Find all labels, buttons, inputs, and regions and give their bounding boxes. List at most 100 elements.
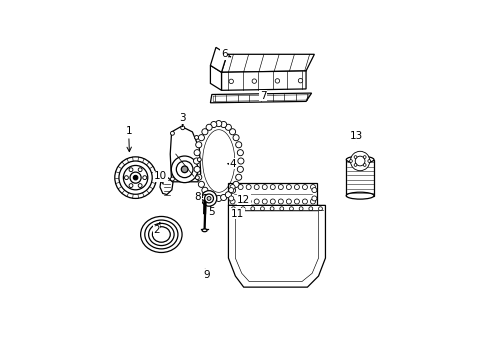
Circle shape — [204, 194, 213, 203]
Circle shape — [193, 158, 199, 164]
Circle shape — [123, 166, 147, 190]
Circle shape — [298, 78, 302, 83]
Circle shape — [195, 142, 202, 148]
Text: 3: 3 — [179, 113, 185, 126]
Circle shape — [205, 192, 212, 198]
Circle shape — [228, 196, 233, 201]
Circle shape — [181, 166, 187, 173]
Text: 2: 2 — [153, 222, 160, 235]
Circle shape — [133, 175, 138, 180]
Circle shape — [310, 185, 315, 190]
Circle shape — [318, 207, 322, 211]
Circle shape — [171, 156, 198, 183]
Circle shape — [254, 185, 259, 190]
Text: 7: 7 — [259, 90, 266, 101]
Circle shape — [270, 185, 275, 190]
Circle shape — [119, 161, 152, 194]
Circle shape — [289, 207, 293, 211]
Circle shape — [230, 185, 235, 190]
Circle shape — [194, 150, 200, 156]
Circle shape — [310, 199, 315, 204]
Circle shape — [129, 184, 133, 188]
Circle shape — [233, 135, 239, 141]
Circle shape — [353, 156, 356, 158]
Polygon shape — [160, 178, 173, 194]
Circle shape — [198, 135, 204, 141]
Polygon shape — [170, 126, 200, 182]
Circle shape — [311, 196, 316, 201]
Circle shape — [129, 168, 133, 172]
Circle shape — [294, 199, 299, 204]
Circle shape — [286, 185, 291, 190]
Circle shape — [237, 150, 243, 156]
Circle shape — [238, 199, 243, 204]
Circle shape — [220, 121, 226, 127]
Circle shape — [202, 129, 207, 135]
Circle shape — [302, 185, 307, 190]
Circle shape — [220, 194, 226, 201]
Text: 8: 8 — [194, 192, 202, 202]
Circle shape — [233, 181, 239, 188]
Polygon shape — [210, 48, 226, 72]
Text: 9: 9 — [203, 269, 209, 280]
Circle shape — [237, 158, 244, 164]
Circle shape — [115, 157, 156, 198]
Polygon shape — [210, 66, 221, 90]
Text: 4: 4 — [227, 159, 235, 169]
Circle shape — [302, 199, 307, 204]
Circle shape — [176, 161, 193, 177]
Circle shape — [228, 79, 233, 84]
Text: 10: 10 — [154, 171, 167, 184]
Text: 6: 6 — [221, 49, 230, 59]
Polygon shape — [221, 54, 314, 72]
Circle shape — [270, 199, 275, 204]
Circle shape — [286, 199, 291, 204]
Circle shape — [130, 172, 141, 183]
Circle shape — [198, 181, 204, 188]
Circle shape — [245, 199, 251, 204]
Circle shape — [138, 184, 142, 188]
Circle shape — [205, 124, 212, 130]
Circle shape — [311, 188, 316, 193]
Bar — [346, 159, 373, 195]
Circle shape — [207, 197, 210, 201]
Circle shape — [170, 177, 174, 181]
Circle shape — [225, 124, 231, 130]
Circle shape — [197, 158, 201, 162]
Text: 12: 12 — [237, 195, 250, 205]
Circle shape — [194, 135, 198, 139]
Circle shape — [235, 142, 241, 148]
Circle shape — [241, 207, 244, 211]
Circle shape — [170, 131, 174, 135]
Circle shape — [195, 174, 202, 180]
Circle shape — [202, 187, 207, 193]
Circle shape — [238, 185, 243, 190]
Circle shape — [354, 156, 364, 166]
Polygon shape — [221, 71, 305, 90]
Circle shape — [215, 195, 222, 202]
Circle shape — [231, 207, 235, 211]
Circle shape — [275, 79, 279, 83]
Circle shape — [181, 126, 184, 130]
Circle shape — [229, 187, 235, 193]
Circle shape — [279, 207, 283, 211]
Circle shape — [194, 166, 200, 172]
Circle shape — [308, 207, 312, 211]
Circle shape — [262, 185, 267, 190]
Circle shape — [230, 199, 235, 204]
Ellipse shape — [202, 229, 207, 232]
Circle shape — [294, 185, 299, 190]
Bar — [228, 183, 317, 205]
Circle shape — [363, 156, 366, 158]
Circle shape — [269, 207, 273, 211]
Text: 13: 13 — [349, 131, 363, 141]
Circle shape — [367, 159, 370, 162]
Circle shape — [237, 166, 243, 172]
Circle shape — [254, 199, 259, 204]
Circle shape — [262, 199, 267, 204]
Circle shape — [215, 121, 222, 127]
Circle shape — [235, 174, 241, 180]
Circle shape — [278, 185, 283, 190]
Circle shape — [210, 194, 216, 201]
Ellipse shape — [346, 156, 373, 163]
